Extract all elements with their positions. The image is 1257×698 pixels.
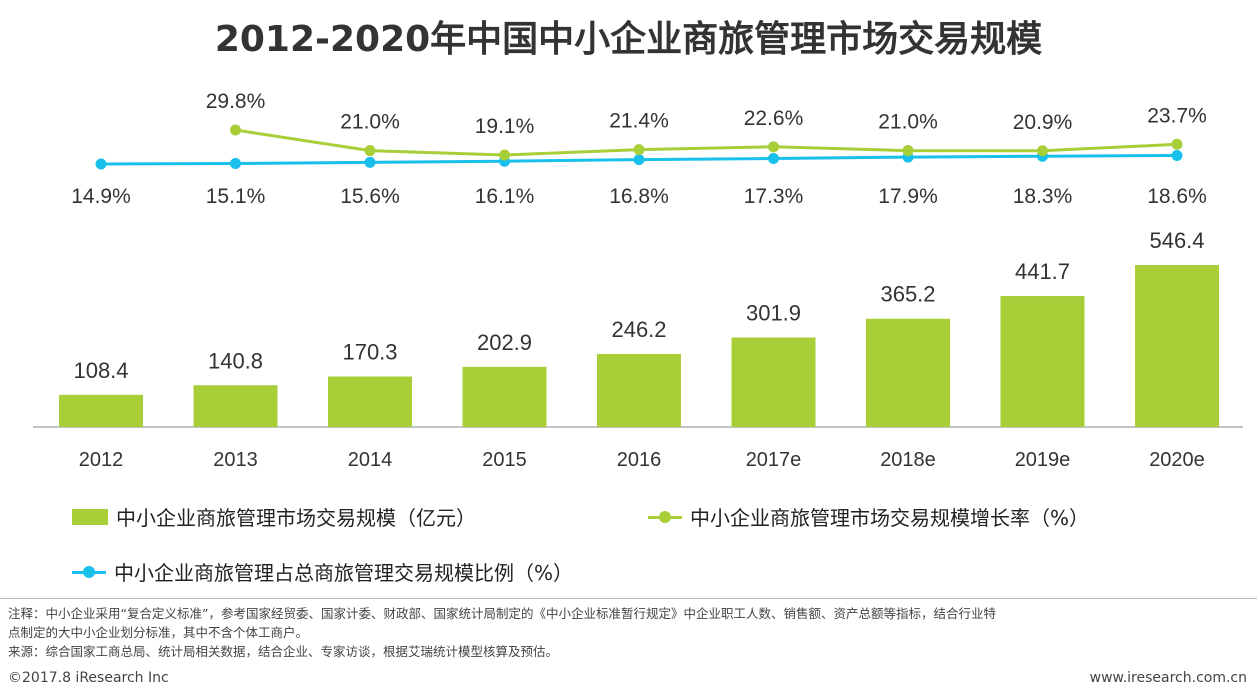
growth-point-2015	[499, 149, 510, 161]
bar-label-2019e: 441.7	[1015, 259, 1070, 284]
share-point-2020e	[1171, 150, 1183, 161]
x-tick-2013: 2013	[213, 449, 258, 471]
x-tick-2019e: 2019e	[1015, 449, 1071, 471]
legend-bar-swatch	[72, 508, 108, 525]
bar-2013	[193, 385, 278, 427]
share-point-2012	[95, 158, 107, 170]
bar-label-2012: 108.4	[73, 358, 128, 383]
legend-bar: 中小企业商旅管理市场交易规模（亿元）	[72, 502, 476, 531]
legend-share: 中小企业商旅管理占总商旅管理交易规模比例（%）	[72, 557, 573, 586]
x-tick-2020e: 2020e	[1149, 449, 1205, 471]
share-point-2014	[364, 156, 376, 168]
growth-point-2016	[633, 144, 645, 156]
growth-point-2017e	[768, 141, 779, 153]
share-point-2017e	[768, 152, 779, 164]
bar-2016	[597, 354, 681, 427]
bar-label-2018e: 365.2	[880, 282, 935, 307]
chart-title: 2012-2020年中国中小企业商旅管理市场交易规模	[214, 19, 1043, 60]
footer-divider	[0, 598, 1257, 599]
share-label-2012: 14.9%	[71, 185, 131, 208]
bar-label-2013: 140.8	[208, 348, 263, 373]
share-label-2019e: 18.3%	[1013, 185, 1073, 208]
x-tick-2016: 2016	[617, 449, 662, 471]
share-label-2017e: 17.3%	[744, 185, 804, 208]
bar-2012	[59, 394, 143, 427]
x-tick-2018e: 2018e	[880, 449, 936, 471]
growth-point-2019e	[1037, 145, 1048, 157]
share-label-2018e: 17.9%	[878, 185, 938, 208]
bar-2020e	[1135, 265, 1219, 427]
growth-point-2018e	[902, 145, 914, 157]
legend-bar-label: 中小企业商旅管理市场交易规模（亿元）	[116, 506, 476, 530]
website-url: www.iresearch.com.cn	[1089, 670, 1247, 686]
copyright: ©2017.8 iResearch Inc	[8, 670, 169, 686]
bar-label-2016: 246.2	[611, 317, 666, 342]
growth-label-2013: 29.8%	[206, 90, 266, 113]
growth-point-2013	[230, 124, 241, 136]
share-label-2015: 16.1%	[475, 185, 535, 208]
legend-growth: 中小企业商旅管理市场交易规模增长率（%）	[648, 502, 1089, 531]
share-label-2013: 15.1%	[206, 185, 266, 208]
bar-2017e	[731, 337, 816, 427]
x-tick-2012: 2012	[79, 449, 124, 471]
growth-label-2018e: 21.0%	[878, 111, 938, 134]
legend-share-label: 中小企业商旅管理占总商旅管理交易规模比例（%）	[114, 561, 574, 585]
share-label-2020e: 18.6%	[1147, 185, 1207, 208]
bar-label-2015: 202.9	[477, 330, 532, 355]
share-label-2016: 16.8%	[609, 185, 669, 208]
share-point-2016	[633, 154, 645, 166]
bar-label-2017e: 301.9	[746, 300, 801, 325]
growth-label-2015: 19.1%	[475, 115, 535, 138]
bar-2014	[328, 376, 412, 427]
legend-share-swatch	[72, 565, 106, 579]
bar-label-2014: 170.3	[342, 340, 397, 365]
growth-line	[235, 128, 1178, 157]
growth-label-2016: 21.4%	[609, 110, 669, 133]
growth-label-2014: 21.0%	[340, 111, 400, 134]
note-line-2: 点制定的大中小企业划分标准，其中不含个体工商户。	[8, 625, 309, 640]
bar-2018e	[866, 318, 950, 427]
chart-canvas: 108.4 2012 140.8 2013 170.3 2014 202.9 2015 246.…	[33, 90, 1243, 471]
legend-growth-label: 中小企业商旅管理市场交易规模增长率（%）	[690, 506, 1090, 530]
x-tick-2015: 2015	[482, 449, 527, 471]
growth-label-2019e: 20.9%	[1013, 111, 1073, 134]
growth-label-2017e: 22.6%	[744, 107, 804, 130]
bar-2015	[462, 366, 547, 427]
bar-label-2020e: 546.4	[1149, 228, 1204, 253]
growth-point-2020e	[1171, 138, 1183, 150]
share-label-2014: 15.6%	[340, 185, 400, 208]
x-tick-2017e: 2017e	[746, 449, 802, 471]
legend-growth-swatch	[648, 510, 682, 524]
source-line: 来源：综合国家工商总局、统计局相关数据，结合企业、专家访谈，根据艾瑞统计模型核算…	[8, 644, 559, 659]
x-tick-2014: 2014	[348, 449, 393, 471]
share-point-2013	[230, 158, 241, 170]
growth-label-2020e: 23.7%	[1147, 104, 1207, 127]
bar-2019e	[1000, 296, 1085, 427]
growth-point-2014	[364, 145, 376, 157]
note-line-1: 注释：中小企业采用“复合定义标准”，参考国家经贸委、国家计委、财政部、国家统计局…	[8, 606, 996, 621]
